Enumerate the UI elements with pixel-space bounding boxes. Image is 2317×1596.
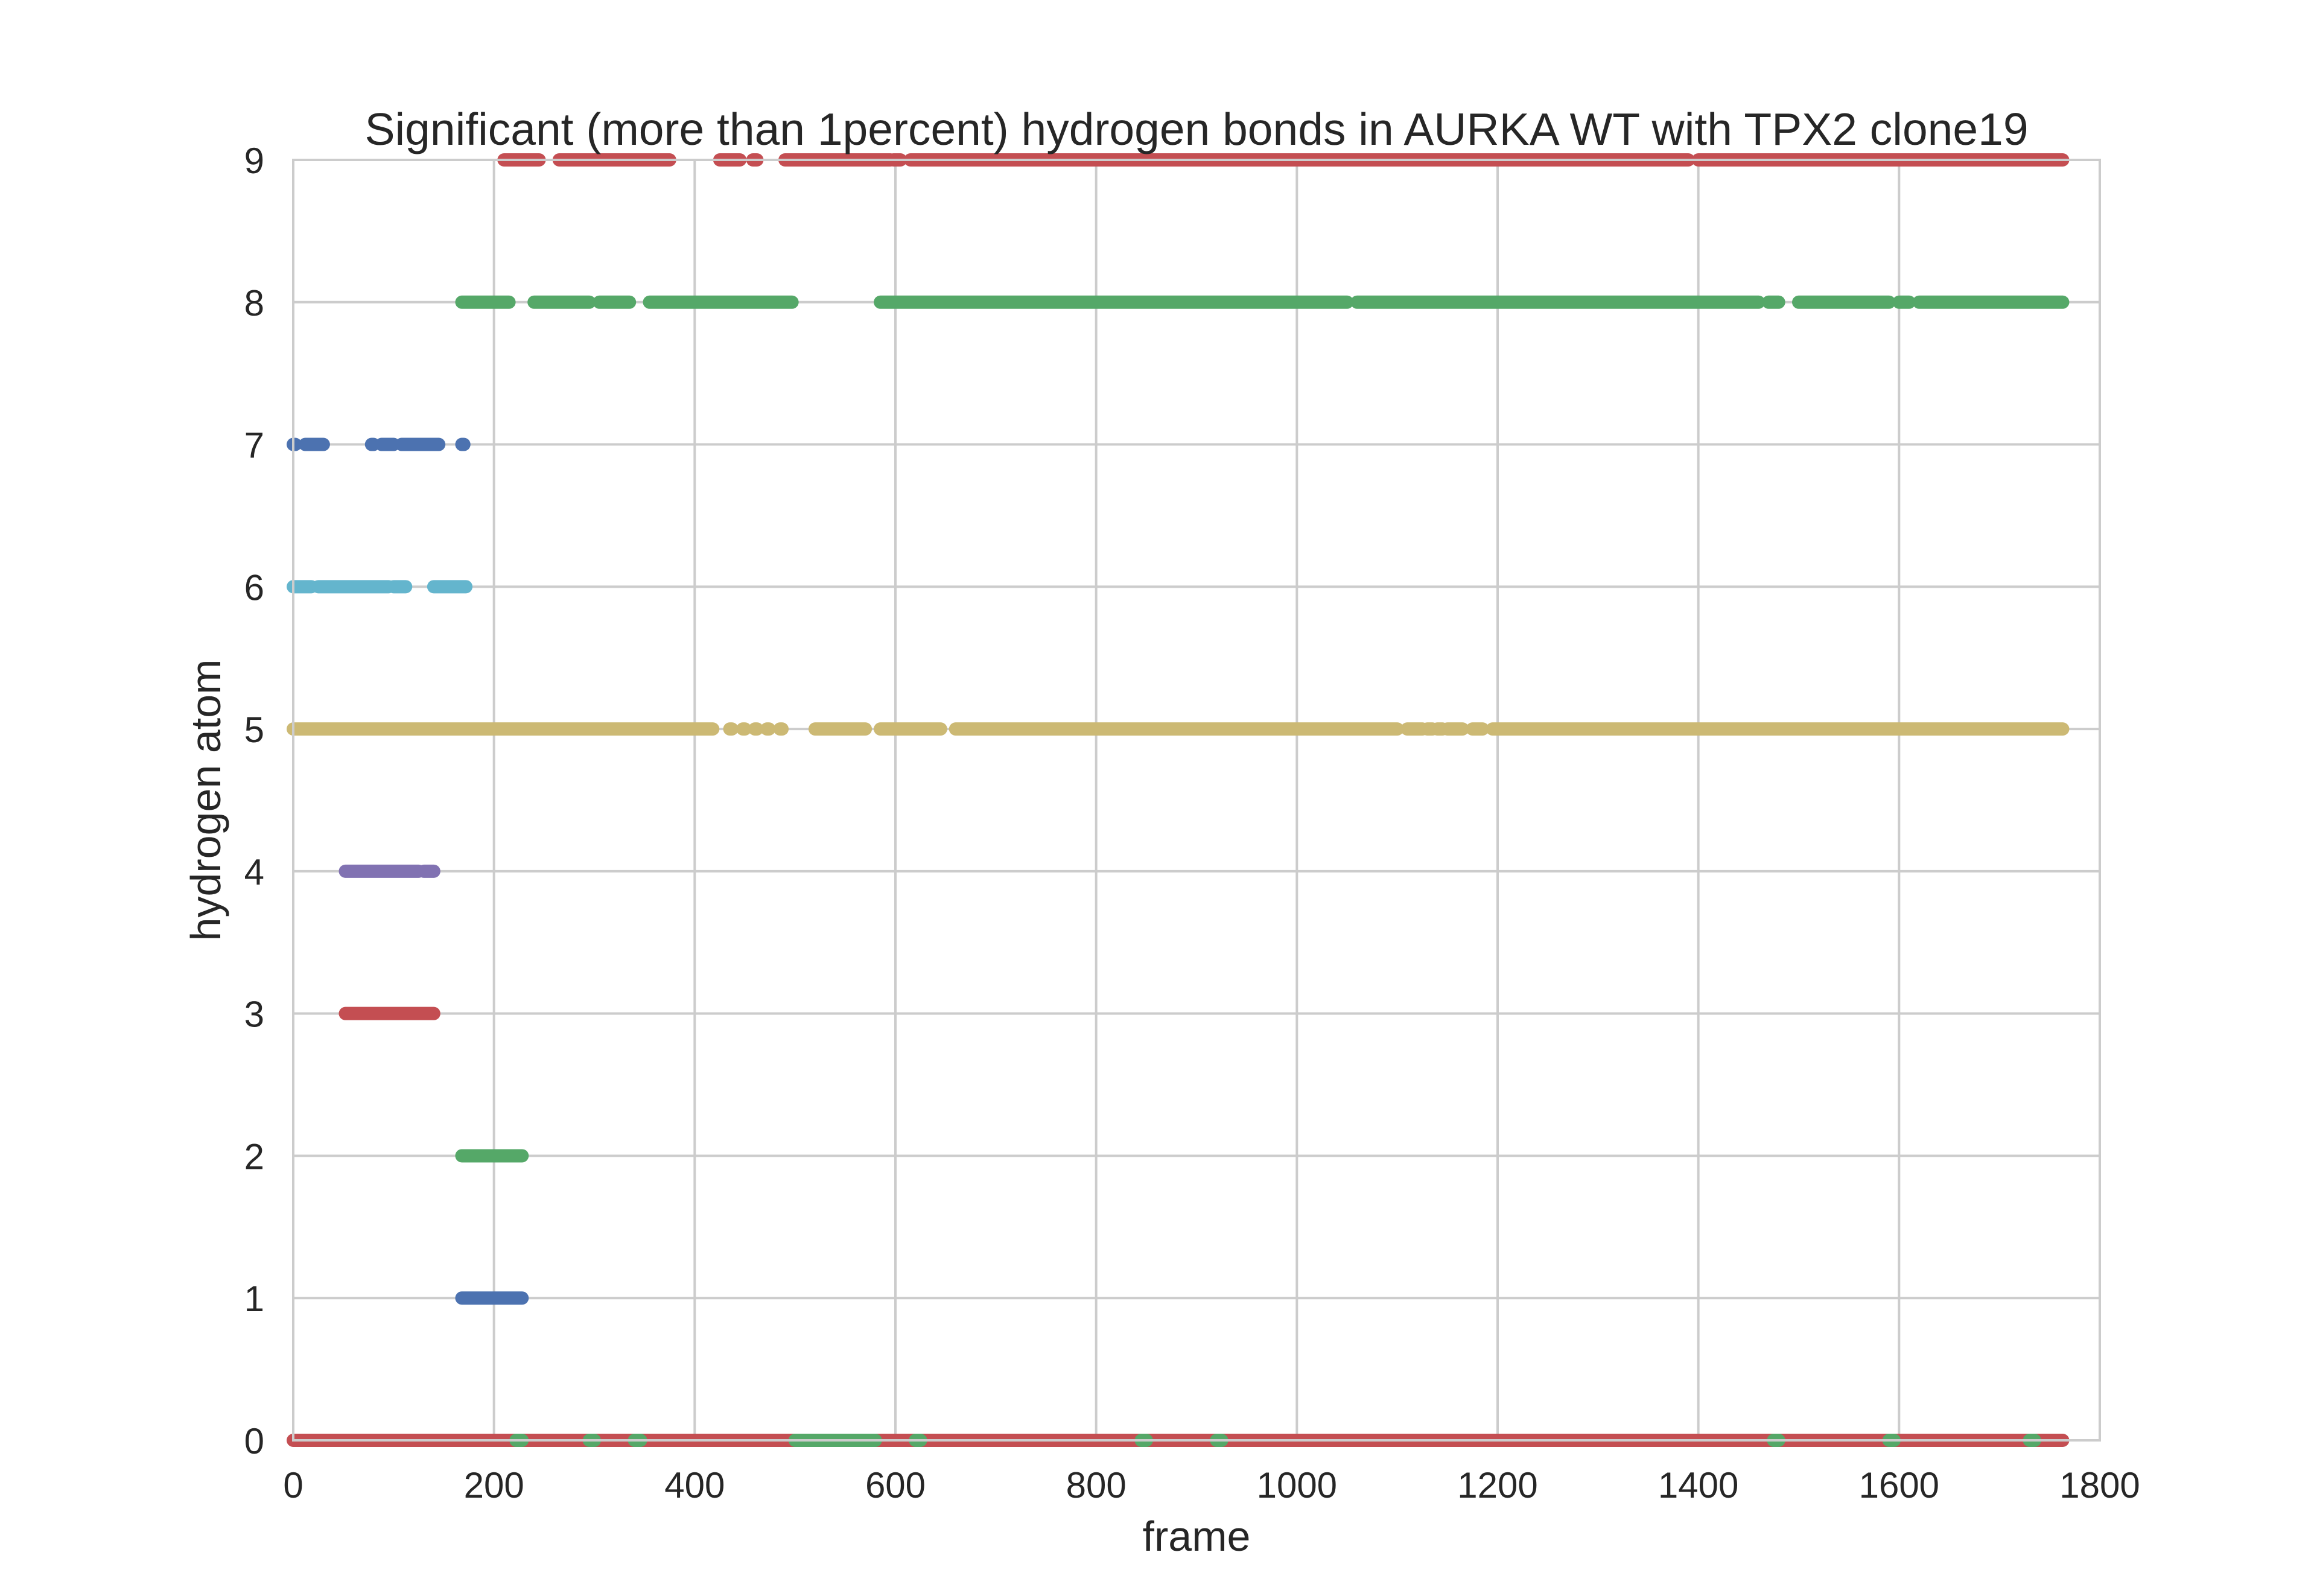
chart-title: Significant (more than 1percent) hydroge… — [364, 104, 2028, 154]
x-axis-label: frame — [1143, 1513, 1251, 1560]
x-tick-label: 0 — [283, 1465, 303, 1505]
x-tick-label: 400 — [664, 1465, 725, 1505]
y-tick-label: 2 — [244, 1136, 264, 1177]
data-point-run — [1486, 722, 2070, 736]
data-point-run — [1892, 295, 1916, 309]
data-point-run — [311, 580, 396, 594]
data-point-run — [643, 295, 799, 309]
data-point-run — [1762, 295, 1785, 309]
y-tick-label: 1 — [244, 1279, 264, 1319]
y-tick-label: 6 — [244, 567, 264, 608]
data-point-run — [427, 580, 473, 594]
data-point-run — [593, 295, 637, 309]
y-tick-label: 8 — [244, 283, 264, 323]
data-point-run — [1440, 722, 1469, 736]
data-point-run — [455, 437, 471, 451]
data-point-run — [455, 295, 516, 309]
y-tick-label: 9 — [244, 141, 264, 181]
y-axis-label: hydrogen atom — [182, 660, 229, 941]
series-y1 — [455, 1291, 529, 1305]
series-y5 — [287, 722, 2070, 736]
plot-background — [293, 160, 2100, 1440]
data-point-run — [874, 722, 947, 736]
data-point-run — [1792, 295, 1896, 309]
series-y7 — [287, 437, 471, 451]
x-tick-label: 1400 — [1658, 1465, 1738, 1505]
series-y4 — [338, 864, 440, 878]
x-tick-label: 1000 — [1257, 1465, 1337, 1505]
data-point-run — [773, 722, 789, 736]
data-point-run — [417, 864, 440, 878]
x-tick-label: 1600 — [1859, 1465, 1939, 1505]
data-point-run — [375, 437, 401, 451]
data-point-run — [338, 864, 425, 878]
data-point-run — [736, 722, 752, 736]
data-point-run — [949, 722, 1404, 736]
x-tick-label: 800 — [1066, 1465, 1127, 1505]
series-y6 — [287, 580, 473, 594]
data-point-run — [1350, 295, 1766, 309]
data-point-run — [395, 437, 446, 451]
x-tick-label: 200 — [464, 1465, 524, 1505]
data-point-run — [723, 722, 739, 736]
y-tick-label: 4 — [244, 852, 264, 892]
data-point-run — [387, 580, 413, 594]
x-tick-label: 1800 — [2059, 1465, 2140, 1505]
data-point-run — [338, 1006, 440, 1020]
x-tick-labels: 0 200 400 600 800 1000 1200 1400 1600 1800 — [283, 1465, 2140, 1505]
data-point-run — [1466, 722, 1490, 736]
data-point-run — [287, 722, 720, 736]
data-point-run — [1912, 295, 2070, 309]
y-tick-label: 7 — [244, 425, 264, 466]
data-point-run — [298, 437, 330, 451]
data-point-run — [760, 722, 776, 736]
series-y3 — [338, 1006, 440, 1020]
data-point-run — [455, 1149, 529, 1163]
series-y8 — [455, 295, 2070, 309]
x-tick-label: 1200 — [1457, 1465, 1537, 1505]
data-point-run — [808, 722, 872, 736]
series-y2 — [455, 1149, 529, 1163]
data-point-run — [455, 1291, 529, 1305]
y-tick-labels: 0 1 2 3 4 5 6 7 8 9 — [244, 141, 264, 1461]
y-tick-label: 3 — [244, 994, 264, 1035]
x-tick-label: 600 — [865, 1465, 926, 1505]
plot-frame — [292, 159, 2101, 1442]
y-tick-label: 0 — [244, 1421, 264, 1461]
data-point-run — [527, 295, 596, 309]
data-point-run — [748, 722, 764, 736]
data-point-run — [874, 295, 1354, 309]
y-tick-label: 5 — [244, 710, 264, 750]
